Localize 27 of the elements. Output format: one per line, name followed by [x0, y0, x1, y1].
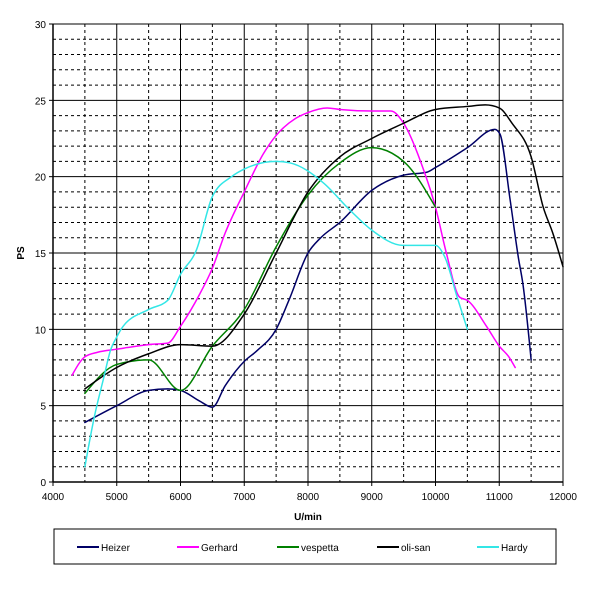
x-tick-label: 10000 — [422, 492, 450, 503]
x-tick-label: 6000 — [169, 492, 192, 503]
x-tick-label: 7000 — [233, 492, 256, 503]
legend-label: vespetta — [301, 543, 340, 554]
y-tick-label: 0 — [40, 478, 46, 489]
y-tick-label: 25 — [34, 96, 46, 108]
y-tick-label: 30 — [34, 20, 46, 31]
line-series — [84, 160, 468, 468]
legend-label: Heizer — [101, 543, 131, 554]
x-tick-label: 12000 — [549, 492, 578, 503]
x-axis-title: U/min — [294, 512, 322, 523]
x-tick-label: 8000 — [296, 492, 320, 503]
x-tick-label: 11000 — [486, 492, 514, 503]
legend-label: Hardy — [501, 543, 528, 554]
y-tick-label: 20 — [34, 172, 46, 184]
y-tick-label: 5 — [40, 402, 46, 413]
y-tick-label: 10 — [34, 325, 46, 336]
x-tick-label: 5000 — [106, 492, 128, 503]
x-tick-label: 9000 — [360, 492, 384, 503]
y-tick-label: 15 — [34, 249, 46, 260]
line-series — [71, 107, 516, 376]
line-series — [84, 146, 436, 394]
legend-label: Gerhard — [201, 543, 238, 554]
legend-label: oli-san — [401, 543, 430, 554]
x-tick-label: 4000 — [42, 492, 65, 503]
line-series — [84, 128, 532, 424]
y-axis-title: PS — [16, 246, 27, 260]
